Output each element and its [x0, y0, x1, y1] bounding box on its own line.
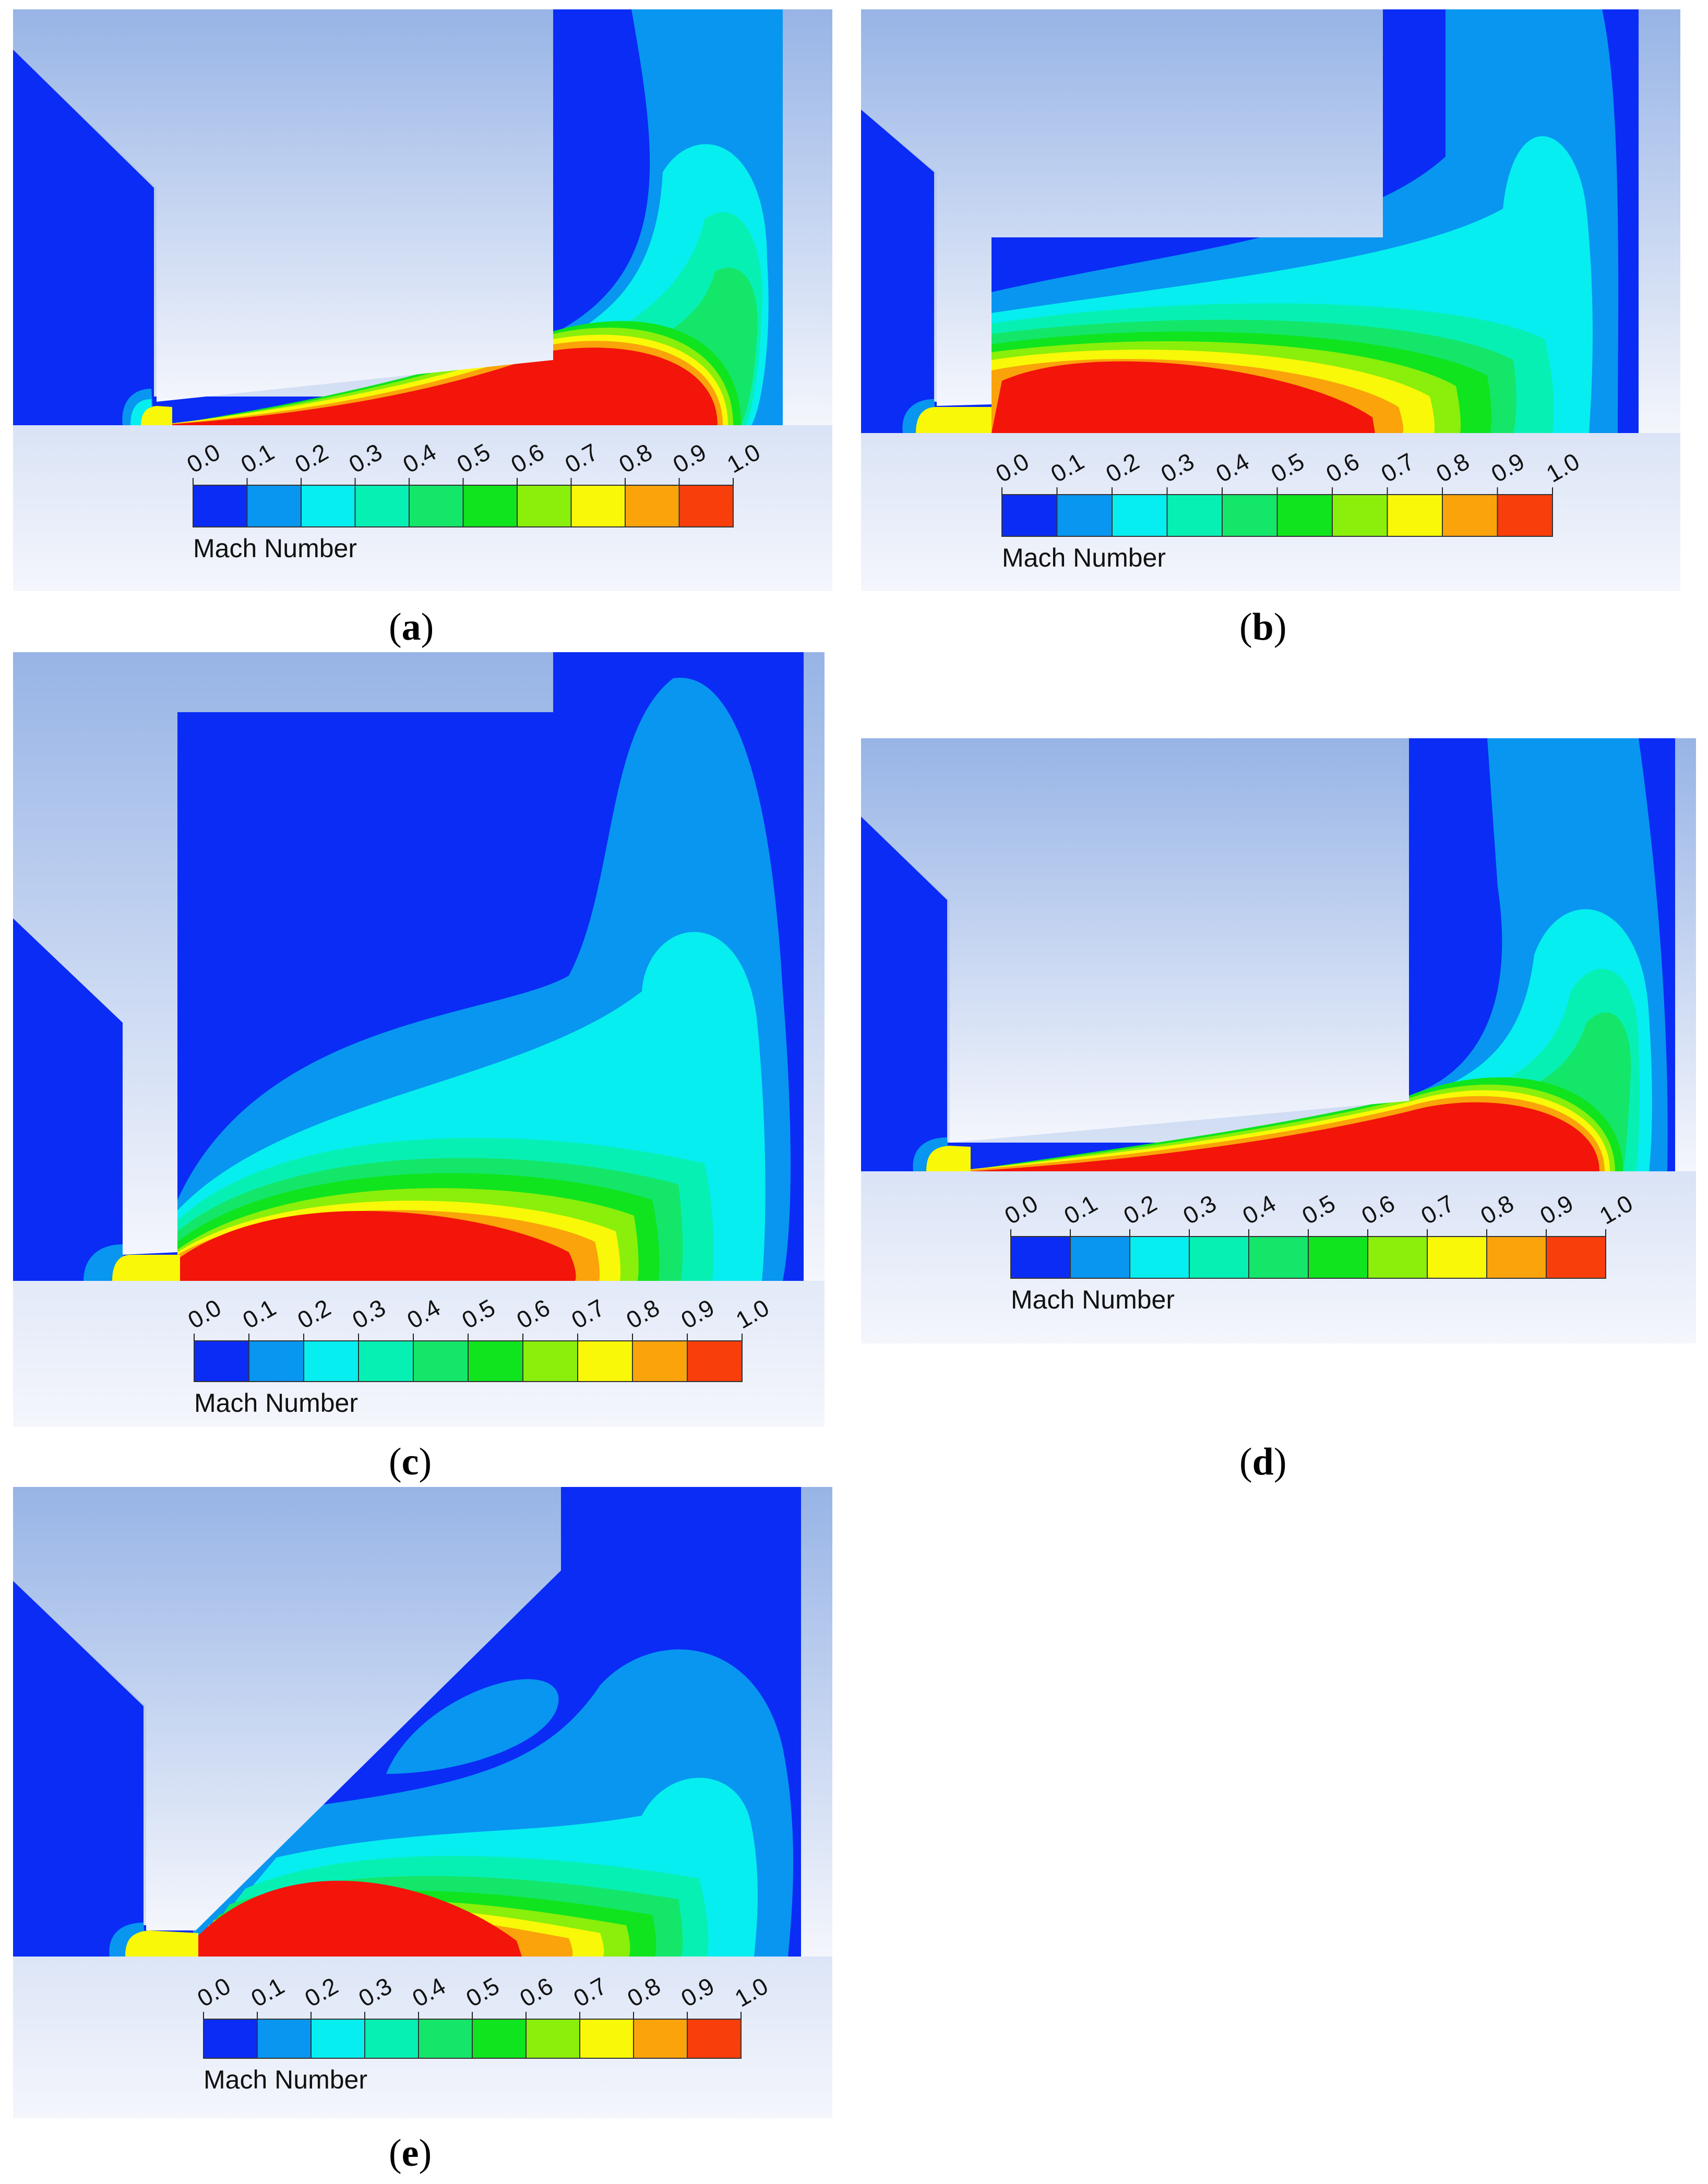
legend-swatch [687, 2019, 742, 2059]
panel-c [13, 652, 825, 1427]
panel-a [13, 9, 832, 591]
legend-swatch [517, 485, 572, 527]
legend-swatch [409, 485, 464, 527]
flow-field-e [13, 1487, 801, 1957]
legend-swatch [1001, 494, 1058, 537]
legend-swatch [358, 1340, 414, 1382]
legend-swatch [570, 485, 626, 527]
solid-region-e [13, 1487, 561, 1930]
legend-swatch [257, 2019, 312, 2059]
legend-swatch [1129, 1236, 1190, 1279]
legend-title: Mach Number [204, 2065, 367, 2094]
legend-title: Mach Number [1011, 1285, 1175, 1314]
legend-swatch [579, 2019, 634, 2059]
legend-title: Mach Number [1002, 543, 1166, 572]
flow-field-c [13, 652, 804, 1281]
legend-swatch [1486, 1236, 1547, 1279]
legend-swatch [1010, 1236, 1071, 1279]
legend-swatch [413, 1340, 469, 1382]
legend-swatch [354, 485, 410, 527]
legend-swatch [1546, 1236, 1606, 1279]
flow-field-a [13, 9, 783, 425]
solid-region-d [861, 738, 1409, 1143]
legend-title: Mach Number [194, 1388, 358, 1418]
legend-swatch [1332, 494, 1388, 537]
legend-swatch [525, 2019, 580, 2059]
legend-swatch [1367, 1236, 1428, 1279]
legend-swatch [1427, 1236, 1487, 1279]
legend-swatch [633, 2019, 688, 2059]
legend-swatch [1497, 494, 1553, 537]
legend-swatch [678, 485, 734, 527]
legend-swatch [310, 2019, 365, 2059]
legend-swatch [522, 1340, 578, 1382]
legend-swatch [462, 485, 518, 527]
caption-b: (b) [1239, 606, 1287, 649]
flow-field-d [861, 738, 1675, 1171]
legend-swatch [468, 1340, 523, 1382]
legend-swatch [1166, 494, 1223, 537]
flow-field-b [861, 9, 1639, 433]
legend-swatch [1056, 494, 1113, 537]
legend-swatch [472, 2019, 527, 2059]
legend-swatch [203, 2019, 258, 2059]
caption-e: (e) [389, 2132, 432, 2175]
solid-region-a [13, 9, 553, 402]
legend-swatch [248, 1340, 304, 1382]
legend-swatch [687, 1340, 743, 1382]
legend-swatch [301, 485, 356, 527]
legend-swatch [1387, 494, 1443, 537]
panel-e [13, 1487, 832, 2118]
legend-swatch [577, 1340, 633, 1382]
legend-swatch [364, 2019, 419, 2059]
legend-swatch [1112, 494, 1168, 537]
legend-swatch [1189, 1236, 1249, 1279]
legend-swatch [194, 1340, 249, 1382]
legend-swatch [1070, 1236, 1130, 1279]
legend-swatch [1308, 1236, 1368, 1279]
caption-d: (d) [1239, 1441, 1287, 1483]
legend-swatch [193, 485, 248, 527]
legend-swatch [418, 2019, 473, 2059]
panel-b [861, 9, 1680, 591]
legend-swatch [1276, 494, 1333, 537]
legend-swatch [246, 485, 302, 527]
legend-swatch [625, 485, 680, 527]
legend-swatch [303, 1340, 359, 1382]
legend-swatch [1248, 1236, 1309, 1279]
legend-swatch [1442, 494, 1498, 537]
solid-region-c [13, 652, 553, 1255]
caption-a: (a) [389, 606, 434, 649]
legend-swatch [632, 1340, 688, 1382]
legend-title: Mach Number [193, 534, 357, 563]
solid-region-b [861, 9, 1383, 406]
caption-c: (c) [389, 1441, 432, 1483]
legend-swatch [1222, 494, 1278, 537]
